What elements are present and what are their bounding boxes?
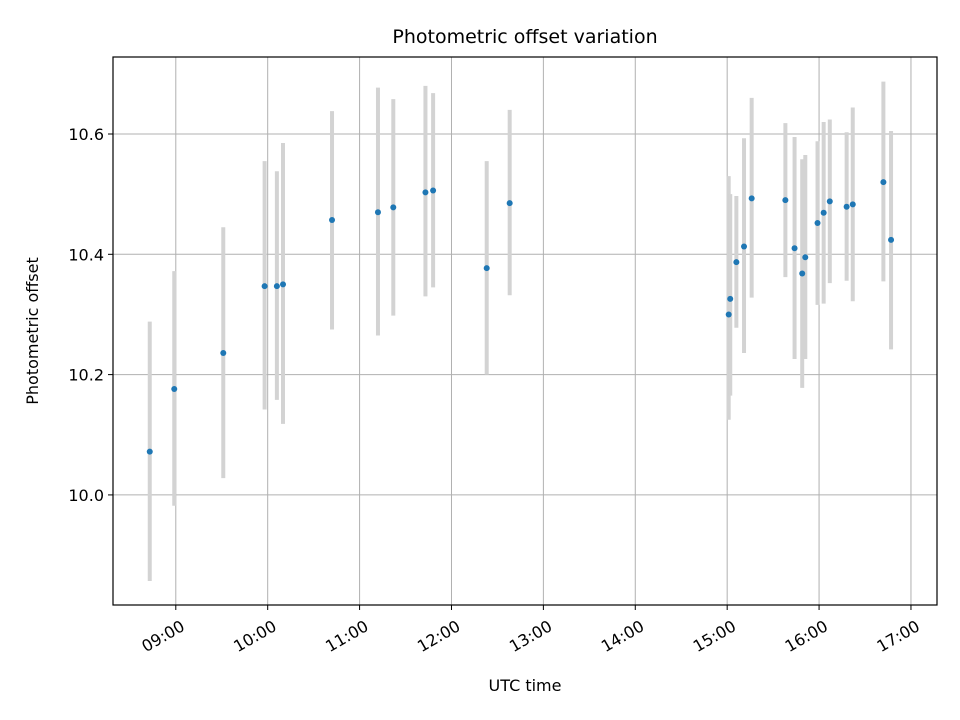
chart-title: Photometric offset variation (392, 26, 657, 48)
data-point (171, 386, 178, 393)
data-point (329, 217, 336, 224)
data-point (422, 189, 429, 196)
data-point (727, 295, 734, 302)
data-point (220, 349, 227, 356)
data-point (374, 209, 381, 216)
data-point (390, 204, 397, 211)
data-point (261, 283, 268, 290)
data-point (741, 243, 748, 250)
data-point (820, 209, 827, 216)
y-tick-label: 10.0 (68, 486, 104, 505)
data-point (849, 201, 856, 208)
plot-frame (112, 56, 938, 606)
y-tick-label: 10.6 (68, 125, 104, 144)
data-point (802, 254, 809, 261)
data-point (782, 197, 789, 204)
data-point (733, 259, 740, 266)
data-point (888, 236, 895, 243)
data-point (430, 187, 437, 194)
y-axis-ticks: 10.0 10.2 10.4 10.6 (68, 125, 113, 505)
y-axis-label: Photometric offset (23, 257, 42, 405)
data-point (814, 220, 821, 227)
data-point (506, 200, 513, 207)
data-point (826, 198, 833, 205)
data-points (146, 179, 895, 455)
y-tick-label: 10.4 (68, 245, 104, 264)
data-point (791, 245, 798, 252)
data-point (273, 283, 280, 290)
data-point (483, 265, 490, 272)
data-point (799, 270, 806, 277)
data-point (748, 195, 755, 202)
data-point (880, 179, 887, 186)
data-point (146, 448, 153, 455)
x-axis-label: UTC time (489, 676, 562, 695)
y-tick-label: 10.2 (68, 366, 104, 385)
data-point (843, 203, 850, 210)
data-point (280, 281, 287, 288)
data-point (725, 311, 732, 318)
plot-area (113, 57, 937, 605)
